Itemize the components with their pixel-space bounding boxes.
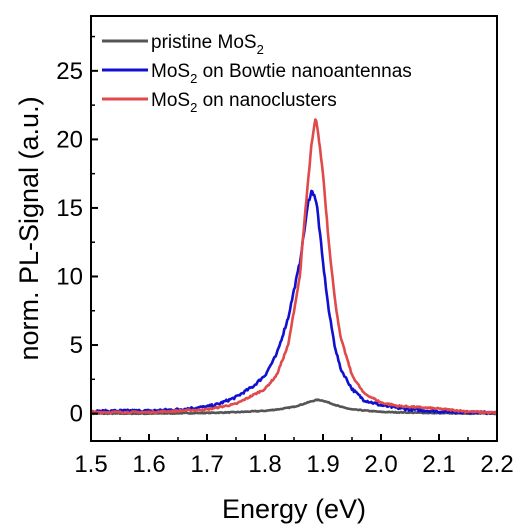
x-tick-label: 2.1 xyxy=(422,451,455,478)
legend-label: MoS2 on Bowtie nanoantennas xyxy=(151,61,412,86)
x-tick-label: 1.6 xyxy=(132,451,165,478)
y-tick-label: 15 xyxy=(56,195,83,222)
legend-label: pristine MoS2 xyxy=(151,32,264,57)
y-tick-label: 25 xyxy=(56,58,83,85)
y-tick-label: 0 xyxy=(70,401,83,428)
legend-label: MoS2 on nanoclusters xyxy=(151,90,337,115)
x-tick-label: 1.8 xyxy=(248,451,281,478)
legend: pristine MoS2 MoS2 on Bowtie nanoantennas… xyxy=(102,32,412,115)
x-tick-label: 1.7 xyxy=(190,451,223,478)
y-axis-title: norm. PL-Signal (a.u.) xyxy=(14,96,44,360)
x-tick-label: 2.0 xyxy=(364,451,397,478)
x-axis-title: Energy (eV) xyxy=(222,494,366,524)
data-series-group xyxy=(91,118,497,416)
x-tick-label: 1.5 xyxy=(74,451,107,478)
x-axis-ticks: 1.5 1.6 1.7 1.8 1.9 2.0 2.1 2.2 xyxy=(74,434,514,478)
y-axis-ticks: 0 5 10 15 20 25 xyxy=(56,35,98,428)
y-tick-label: 5 xyxy=(70,332,83,359)
series-line-3 xyxy=(91,118,497,415)
series-line-2 xyxy=(91,189,497,415)
x-tick-label: 2.2 xyxy=(480,451,513,478)
y-tick-label: 20 xyxy=(56,126,83,153)
x-tick-label: 1.9 xyxy=(306,451,339,478)
y-tick-label: 10 xyxy=(56,263,83,290)
